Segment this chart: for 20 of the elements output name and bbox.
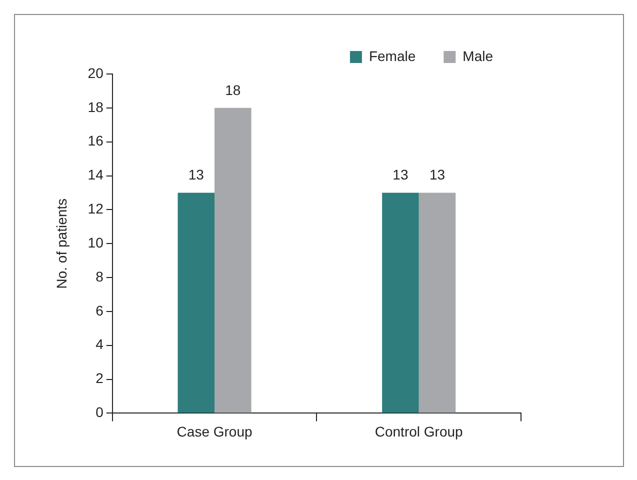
x-tick-label: Case Group (176, 423, 252, 440)
y-tick-label: 12 (88, 200, 104, 217)
y-tick-label: 6 (96, 302, 104, 318)
y-tick-label: 16 (88, 132, 104, 149)
y-tick-label: 8 (96, 268, 104, 284)
x-tick-label: Control Group (374, 423, 464, 440)
y-tick-label: 4 (96, 336, 104, 352)
y-tick-label: 10 (88, 234, 104, 250)
y-axis-title: No. of patients (53, 198, 70, 289)
data-label: 13 (188, 166, 204, 183)
legend-label: Male (462, 48, 494, 64)
legend-label: Female (368, 48, 416, 64)
y-tick-label: 2 (96, 370, 104, 386)
y-tick-label: 0 (96, 404, 104, 420)
y-tick-label: 14 (88, 166, 104, 183)
data-label: 13 (392, 166, 408, 183)
data-label: 18 (225, 82, 241, 98)
y-tick-label: 20 (88, 64, 104, 81)
y-tick-label: 18 (88, 98, 104, 115)
data-label: 13 (429, 166, 446, 183)
